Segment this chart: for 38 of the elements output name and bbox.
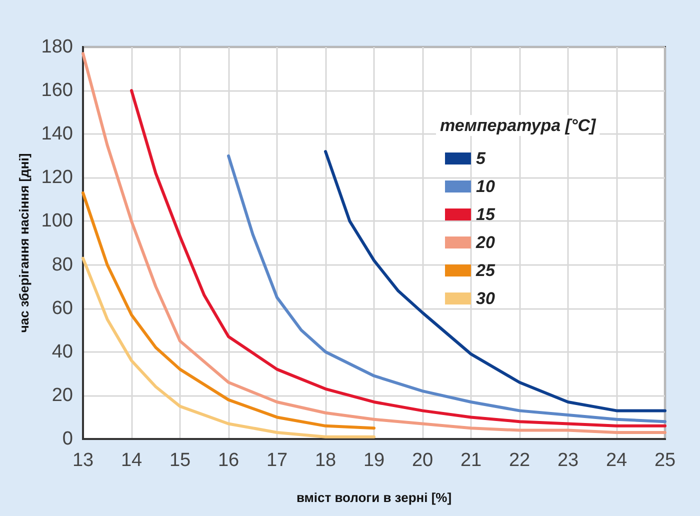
x-tick-label: 21: [460, 450, 482, 471]
legend-label: 10: [476, 177, 496, 196]
y-tick-label: 40: [52, 341, 73, 362]
x-axis-title: вміст вологи в зерні [%]: [296, 490, 452, 505]
y-tick-label: 80: [52, 254, 73, 276]
y-tick-label: 140: [41, 124, 73, 145]
x-tick-label: 15: [169, 450, 191, 471]
y-tick-label: 60: [52, 298, 73, 319]
legend-label: 20: [475, 233, 496, 252]
y-tick-label: 20: [52, 384, 73, 406]
y-tick-label: 180: [41, 36, 73, 58]
line-series: [324, 150, 666, 412]
line-series: [82, 52, 666, 434]
y-tick-label: 160: [41, 80, 73, 102]
x-tick-label: 17: [266, 450, 288, 471]
x-tick-label: 22: [508, 450, 530, 471]
line-series: [227, 154, 666, 424]
line-series: [82, 191, 376, 430]
x-tick-label: 19: [363, 450, 385, 471]
legend-label: 5: [476, 149, 486, 168]
x-tick-label: 16: [218, 450, 240, 471]
line-series: [130, 89, 666, 428]
x-tick-label: 13: [72, 450, 94, 471]
legend-title: температура [°C]: [440, 116, 598, 135]
y-axis-title: час зберігання насіння [дні]: [16, 153, 32, 333]
x-tick-label: 24: [606, 450, 628, 471]
x-tick-label: 25: [654, 450, 676, 471]
y-tick-label: 0: [62, 428, 73, 450]
legend-label: 25: [475, 261, 496, 280]
line-series: [82, 256, 376, 438]
y-tick-label: 120: [41, 167, 73, 188]
x-tick-label: 23: [557, 450, 579, 471]
legend-label: 15: [476, 205, 496, 224]
x-tick-label: 20: [412, 450, 434, 471]
y-tick-label: 100: [41, 210, 73, 232]
legend-label: 30: [476, 289, 496, 308]
x-tick-label: 18: [314, 450, 336, 471]
x-tick-label: 14: [120, 450, 142, 471]
